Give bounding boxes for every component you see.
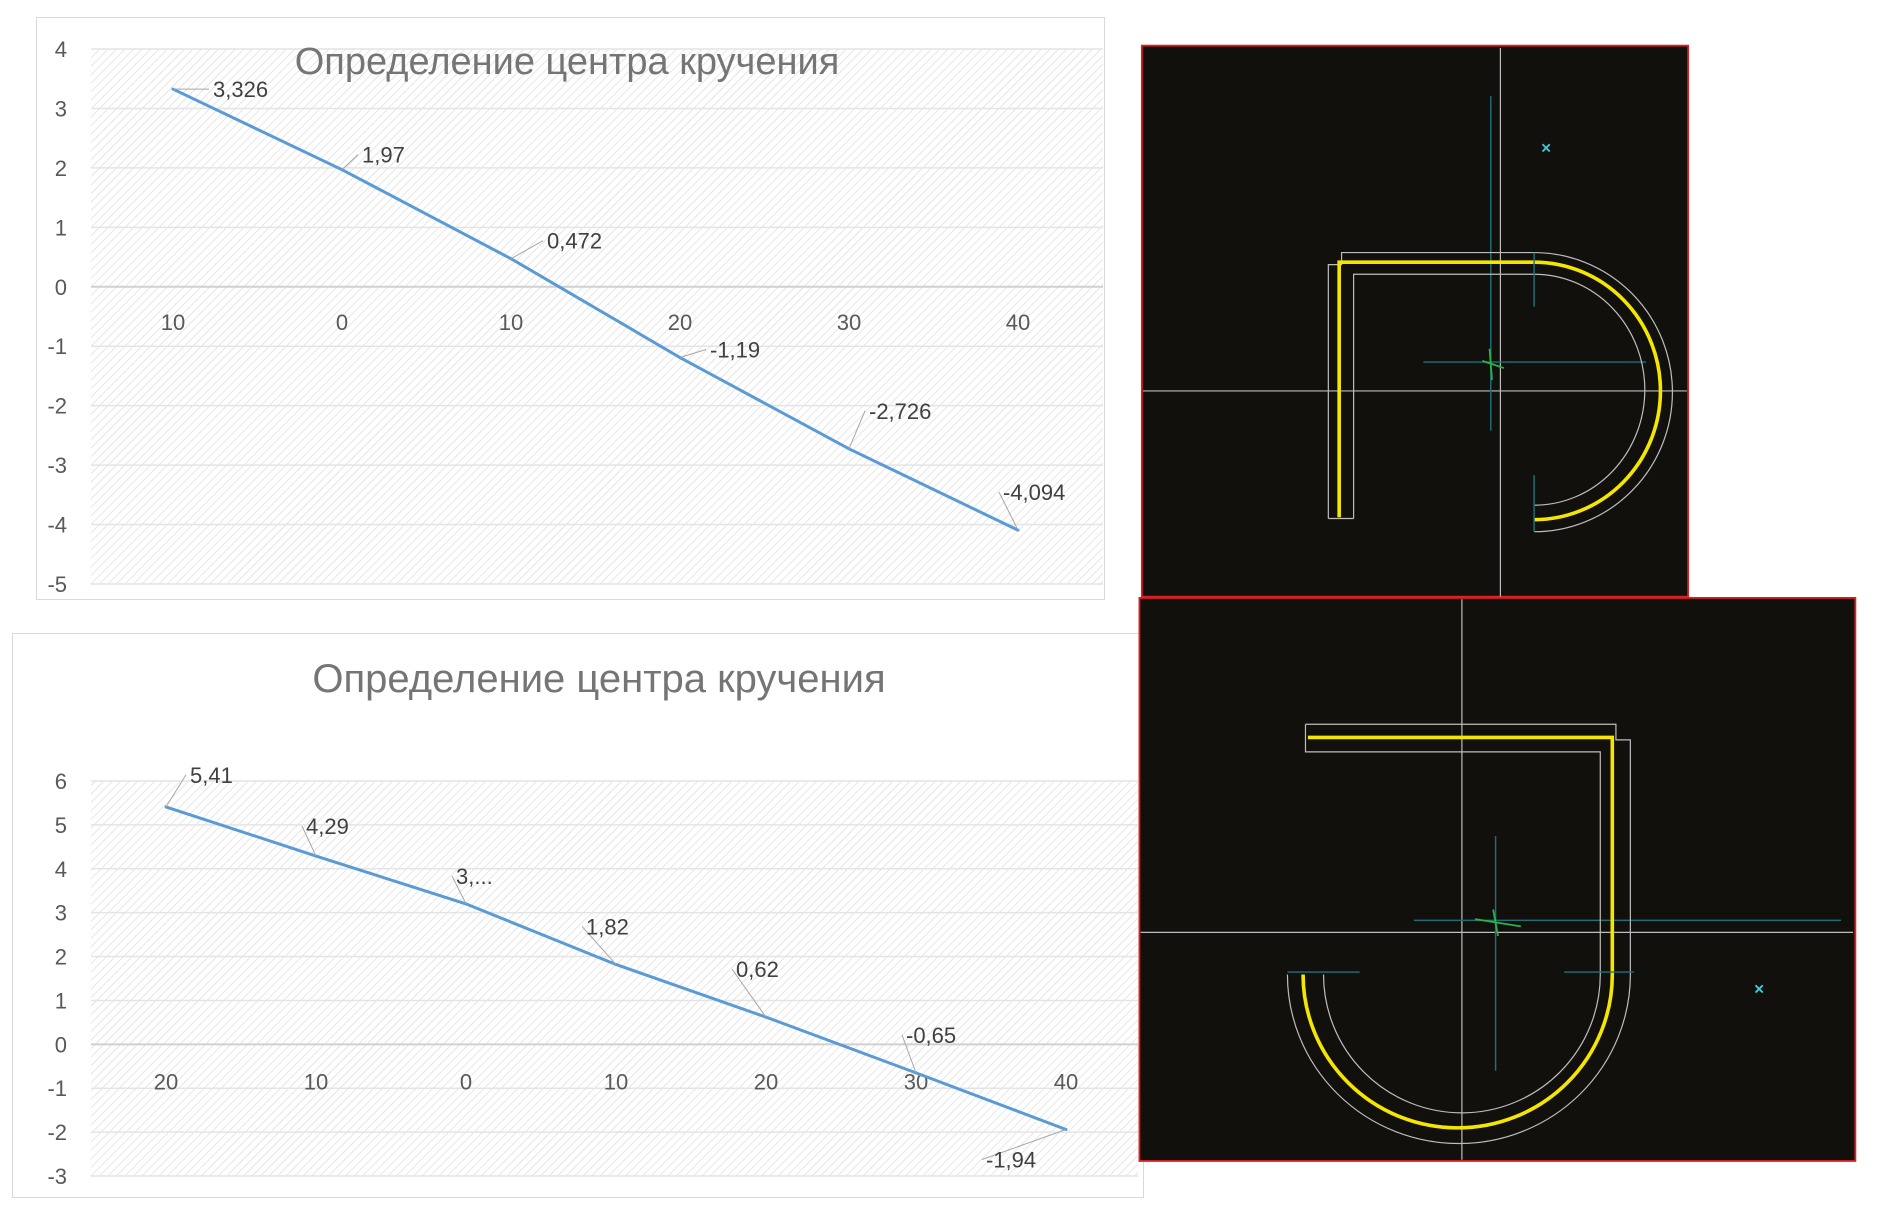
leader-line xyxy=(301,825,317,857)
data-label: 3,326 xyxy=(213,77,268,102)
y-tick-label: -3 xyxy=(47,453,67,478)
x-tick-label: 20 xyxy=(668,310,692,335)
y-tick-label: 2 xyxy=(55,945,67,970)
data-label: 1,82 xyxy=(586,914,629,939)
y-tick-label: 2 xyxy=(55,156,67,181)
plot-area xyxy=(91,781,1138,1176)
leader-line xyxy=(165,774,187,808)
section-profile-bottom xyxy=(1301,735,1615,1130)
x-tick-label: 30 xyxy=(837,310,861,335)
chart-2-frame: 6 5 4 3 2 1 0 -1 -2 -3 20 10 0 10 20 30 40 Определение це… xyxy=(12,633,1144,1198)
y-tick-label: 5 xyxy=(55,813,67,838)
x-tick-label: 0 xyxy=(460,1069,472,1094)
plot-area xyxy=(91,49,1103,584)
chart-title: Определение центра кручения xyxy=(295,41,840,83)
y-tick-label: -1 xyxy=(47,1076,67,1101)
y-tick-label: 0 xyxy=(55,1032,67,1057)
leader-line xyxy=(731,968,767,1018)
x-tick-label: 20 xyxy=(154,1069,178,1094)
y-tick-label: 6 xyxy=(55,769,67,794)
leader-line xyxy=(451,875,467,905)
chart-1-frame: 4 3 2 1 0 -1 -2 -3 -4 -5 10 0 10 20 30 40 Определение це… xyxy=(36,17,1105,600)
x-tick-label: 0 xyxy=(336,310,348,335)
data-label: -1,94 xyxy=(986,1147,1036,1172)
leader-line xyxy=(581,926,617,965)
cad-drawings xyxy=(1138,44,1857,1162)
series-line xyxy=(172,87,1019,532)
leader-line xyxy=(510,240,544,260)
y-tick-label: 0 xyxy=(55,275,67,300)
y-tick-label: -4 xyxy=(47,513,67,538)
leader-line xyxy=(901,1034,917,1074)
shear-center-marker-icon xyxy=(1754,984,1764,994)
y-tick-label: -3 xyxy=(47,1164,67,1189)
leader-line xyxy=(679,349,707,358)
chart-title: Определение центра кручения xyxy=(312,657,885,701)
y-tick-label: -2 xyxy=(47,394,67,419)
y-tick-label: 3 xyxy=(55,96,67,121)
y-tick-label: -1 xyxy=(47,334,67,359)
data-label: -4,094 xyxy=(1003,480,1065,505)
y-tick-label: -5 xyxy=(47,572,67,597)
leader-line xyxy=(848,410,866,450)
y-tick-label: 4 xyxy=(55,857,67,882)
y-tick-label: 1 xyxy=(55,988,67,1013)
data-label: -0,65 xyxy=(906,1023,956,1048)
x-tick-label: 10 xyxy=(604,1069,628,1094)
data-label: 1,97 xyxy=(362,143,405,168)
leader-line xyxy=(341,154,359,171)
x-tick-label: 40 xyxy=(1054,1069,1078,1094)
x-tick-label: 20 xyxy=(754,1069,778,1094)
data-label: 0,62 xyxy=(736,957,779,982)
leader-line xyxy=(981,1129,1067,1160)
y-tick-label: 1 xyxy=(55,215,67,240)
section-profile-top xyxy=(1337,260,1663,522)
cad-panel-top xyxy=(1140,44,1690,598)
y-tick-label: -2 xyxy=(47,1120,67,1145)
x-tick-label: 10 xyxy=(161,310,185,335)
cad-panel-bottom xyxy=(1138,596,1857,1162)
data-label: 0,472 xyxy=(547,229,602,254)
leader-line xyxy=(998,491,1019,531)
x-tick-label: 10 xyxy=(499,310,523,335)
shear-center-marker-icon xyxy=(1541,143,1551,153)
data-label: 4,29 xyxy=(306,814,349,839)
data-label: 3,... xyxy=(456,864,493,889)
y-tick-label: 3 xyxy=(55,901,67,926)
x-tick-label: 40 xyxy=(1006,310,1030,335)
x-tick-label: 10 xyxy=(304,1069,328,1094)
data-label: -2,726 xyxy=(869,399,931,424)
y-tick-label: 4 xyxy=(55,37,67,62)
data-label: 5,41 xyxy=(190,763,233,788)
data-label: -1,19 xyxy=(710,338,760,363)
